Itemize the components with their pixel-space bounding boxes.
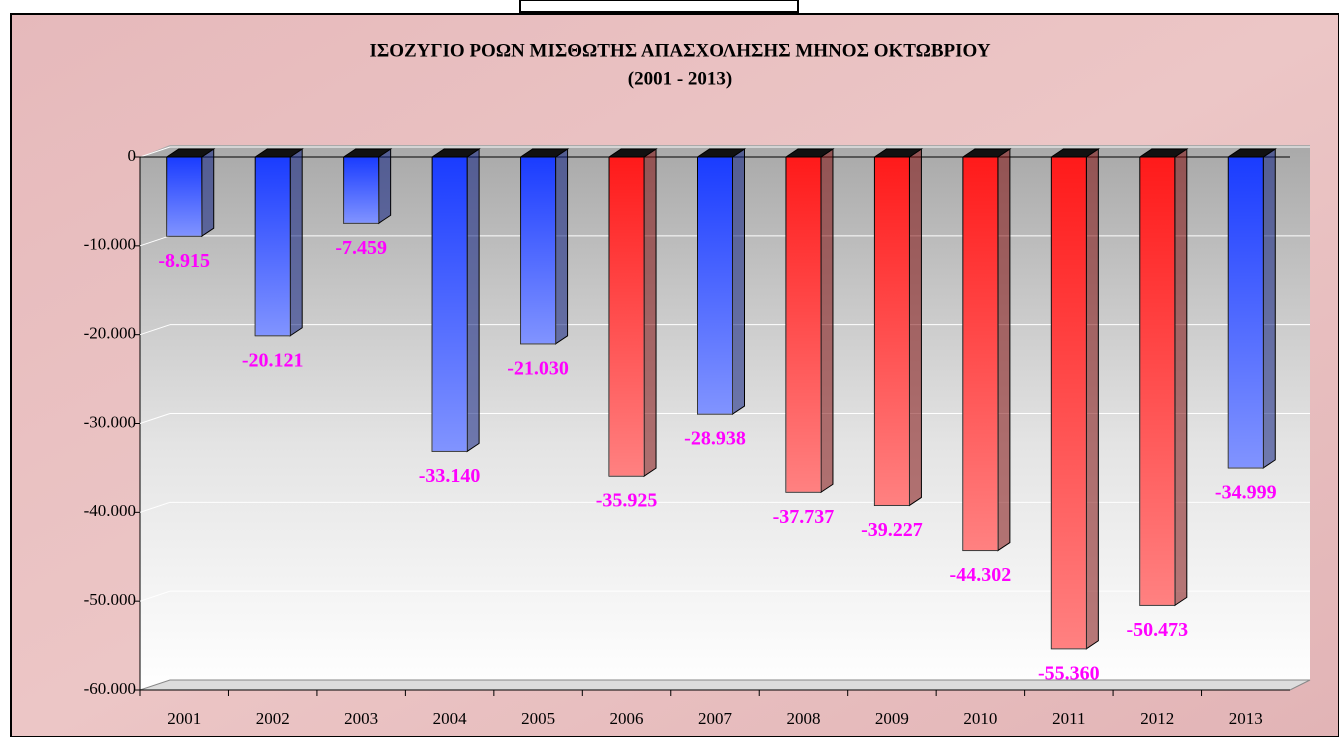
x-tick-label: 2004 (433, 709, 468, 728)
bar-side (1085, 148, 1099, 650)
bar-side (997, 148, 1011, 552)
x-tick-label: 2011 (1052, 709, 1085, 728)
value-label: -35.925 (596, 490, 658, 512)
plot-floor (139, 679, 1311, 691)
bar-shine (255, 157, 291, 336)
bar-side (820, 148, 834, 494)
value-label: -28.938 (684, 428, 746, 450)
bar-shine (697, 157, 733, 415)
bar-shine (1228, 157, 1264, 468)
grid-line (139, 501, 171, 513)
bar-shine (1139, 157, 1175, 606)
value-label: -7.459 (335, 237, 387, 259)
x-tick-label: 2012 (1140, 709, 1174, 728)
value-label: -55.360 (1038, 662, 1100, 684)
x-tick-label: 2002 (256, 709, 290, 728)
bar-side (908, 148, 922, 507)
value-label: -33.140 (419, 465, 481, 487)
value-label: -34.999 (1215, 482, 1277, 504)
y-tick-label: -20.000 (84, 324, 136, 343)
y-tick-label: -40.000 (84, 501, 136, 520)
grid-line (139, 146, 171, 158)
x-tick-label: 2001 (167, 709, 201, 728)
y-tick-label: 0 (128, 146, 137, 165)
chart-title: ΙΣΟΖΥΓΙΟ ΡΟΩΝ ΜΙΣΘΩΤΗΣ ΑΠΑΣΧΟΛΗΣΗΣ ΜΗΝΟΣ… (369, 40, 990, 61)
bar-side (643, 148, 657, 478)
y-tick-label: -30.000 (84, 412, 136, 431)
value-label: -50.473 (1126, 619, 1188, 641)
bar-side (555, 148, 569, 345)
bar-shine (785, 157, 821, 493)
y-tick-label: -60.000 (84, 679, 136, 698)
x-tick-label: 2008 (786, 709, 820, 728)
x-tick-label: 2005 (521, 709, 555, 728)
grid-line (139, 324, 171, 336)
caption-box (519, 0, 799, 13)
value-label: -39.227 (861, 519, 923, 541)
bar-side (289, 148, 303, 337)
y-tick-label: -10.000 (84, 235, 136, 254)
bar-shine (166, 157, 202, 237)
bar-shine (1051, 157, 1087, 649)
grid-line (139, 235, 171, 247)
grid-line (139, 413, 171, 424)
bar-shine (343, 157, 379, 224)
y-tick-label: -50.000 (84, 590, 136, 609)
chart-subtitle: (2001 - 2013) (628, 68, 732, 89)
x-tick-label: 2006 (610, 709, 644, 728)
bar-shine (962, 157, 998, 551)
bar-side (466, 148, 480, 453)
x-tick-label: 2007 (698, 709, 733, 728)
x-tick-label: 2003 (344, 709, 378, 728)
bar-shine (520, 157, 556, 344)
bar-side (1262, 148, 1276, 469)
value-label: -21.030 (507, 357, 569, 379)
bar-side (201, 148, 215, 238)
bar-shine (432, 157, 468, 452)
bar-shine (609, 157, 645, 477)
x-tick-label: 2013 (1229, 709, 1263, 728)
value-label: -8.915 (158, 250, 210, 272)
value-label: -37.737 (773, 506, 835, 528)
grid-line (139, 590, 171, 602)
bar-side (732, 148, 745, 416)
bar-side (1174, 148, 1188, 607)
x-tick-label: 2010 (963, 709, 997, 728)
bar-shine (874, 157, 910, 506)
value-label: -20.121 (242, 349, 304, 371)
value-label: -44.302 (950, 564, 1012, 586)
x-tick-label: 2009 (875, 709, 909, 728)
bar-side (378, 148, 392, 225)
